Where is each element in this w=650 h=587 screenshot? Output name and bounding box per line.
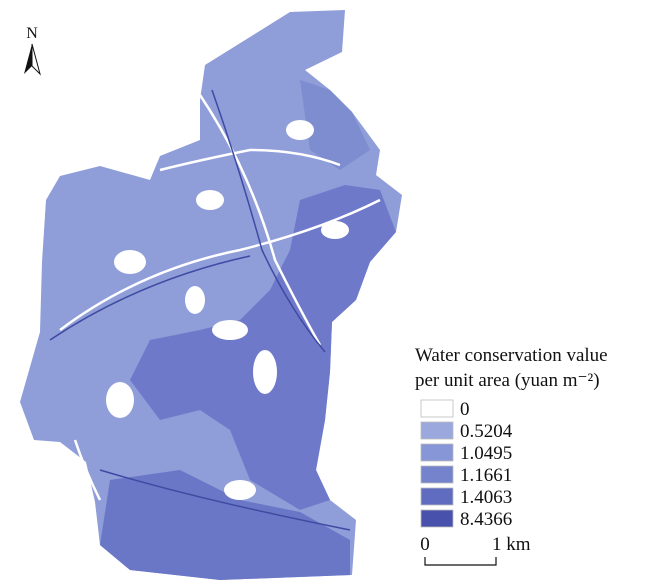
legend-title: Water conservation value: [415, 345, 608, 366]
map-area: [20, 10, 402, 580]
north-label: N: [26, 25, 38, 42]
region-dark: [100, 470, 350, 580]
legend-label: 1.1661: [460, 465, 512, 486]
region-dark: [130, 185, 396, 510]
legend-label: 0.5204: [460, 421, 513, 442]
scale-end-label: 1 km: [492, 534, 531, 555]
legend-label: 1.0495: [460, 443, 512, 464]
legend-swatch: [420, 487, 454, 506]
legend-swatch: [420, 443, 454, 462]
region-mid: [300, 80, 370, 170]
legend-swatch: [420, 421, 454, 440]
roads: [59, 94, 381, 501]
roads-dark: [49, 89, 351, 531]
scale-bar-line: [424, 557, 497, 566]
north-arrow-right: [31, 43, 41, 76]
north-arrow-left: [24, 44, 32, 74]
legend-label: 1.4063: [460, 487, 512, 508]
scale-start-label: 0: [420, 534, 430, 555]
legend-swatch: [420, 465, 454, 484]
legend-label: 8.4366: [460, 509, 512, 530]
scale-bar: 0 1 km: [420, 534, 531, 566]
legend-title: per unit area (yuan m⁻²): [415, 370, 600, 391]
north-arrow: N: [24, 25, 41, 76]
legend-swatch: [420, 509, 454, 528]
legend-label: 0: [460, 399, 470, 420]
legend-swatch: [420, 399, 454, 418]
unvalued-patches: [106, 120, 349, 500]
legend: Water conservation value per unit area (…: [415, 345, 608, 530]
